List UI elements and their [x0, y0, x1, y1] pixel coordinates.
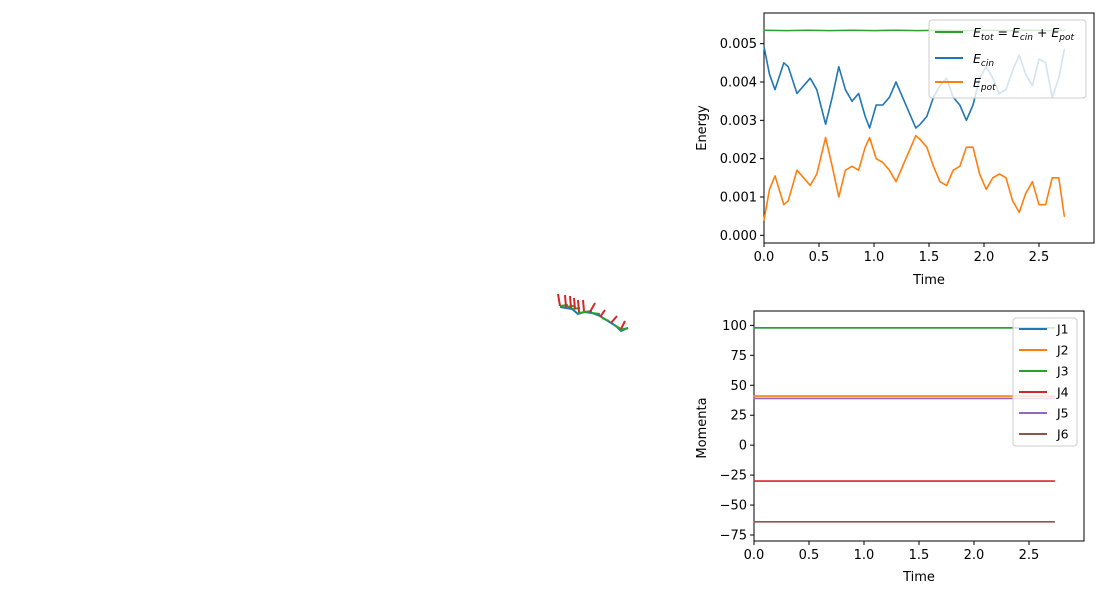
- momenta-x-tick-label: 1.5: [909, 548, 930, 563]
- momenta-y-tick-label: 100: [722, 319, 747, 334]
- energy-y-tick-label: 0.004: [720, 76, 757, 91]
- energy-y-tick-label: 0.000: [720, 229, 757, 244]
- momenta-x-axis-label: Time: [902, 570, 935, 585]
- momenta-legend-label-j4: J4: [1056, 385, 1069, 400]
- energy-y-tick-label: 0.002: [720, 152, 757, 167]
- energy-y-ticks: 0.000 0.001 0.002 0.003 0.004 0.005: [720, 37, 764, 244]
- energy-x-tick-label: 2.0: [974, 250, 995, 265]
- energy-y-axis-label: Energy: [695, 105, 710, 151]
- momenta-y-axis-label: Momenta: [695, 397, 710, 458]
- momenta-y-tick-label: 0: [739, 439, 747, 454]
- energy-legend-label-cin: Ecin: [973, 51, 994, 69]
- momenta-legend-label-j1: J1: [1056, 322, 1069, 337]
- momenta-y-tick-label: −75: [720, 529, 747, 544]
- robot-frame-axes-x: [557, 293, 626, 330]
- momenta-y-tick-label: −50: [720, 499, 747, 514]
- momenta-x-tick-label: 2.5: [1019, 548, 1040, 563]
- momenta-y-tick-label: 25: [730, 409, 747, 424]
- energy-x-tick-label: 2.5: [1029, 250, 1050, 265]
- energy-chart: 0.0 0.5 1.0 1.5 2.0 2.5 0.0000.0010.0020.0030…: [695, 12, 1095, 288]
- momenta-legend-items: J1 J2 J3 J4 J5 J6: [1019, 322, 1069, 442]
- energy-x-tick-label: 0.5: [809, 250, 830, 265]
- momenta-x-tick-label: 0.0: [744, 548, 765, 563]
- momenta-chart: 0.0 0.5 1.0 1.5 2.0 2.5 −75 −50 −25 0 25 50 75 100 T…: [695, 310, 1085, 585]
- momenta-y-tick-label: 50: [730, 379, 747, 394]
- energy-y-tick-label: 0.003: [720, 114, 757, 129]
- energy-x-tick-label: 1.5: [919, 250, 940, 265]
- energy-legend: Etot = Ecin + Epot Ecin Epot: [928, 19, 1087, 99]
- energy-series-line-2: [763, 134, 1066, 221]
- momenta-x-tick-label: 0.5: [799, 548, 820, 563]
- momenta-y-tick-label: −25: [720, 469, 747, 484]
- momenta-legend-label-j6: J6: [1056, 427, 1069, 442]
- momenta-x-ticks: 0.0 0.5 1.0 1.5 2.0 2.5: [744, 541, 1040, 563]
- energy-y-tick-label: 0.001: [720, 191, 757, 206]
- momenta-legend-label-j3: J3: [1056, 364, 1069, 379]
- energy-x-axis-label: Time: [912, 273, 945, 288]
- energy-legend-label-pot: Epot: [973, 75, 996, 93]
- energy-legend-box: [928, 19, 1087, 99]
- energy-legend-label-total: Etot = Ecin + Epot: [973, 25, 1075, 43]
- energy-x-tick-label: 1.0: [864, 250, 885, 265]
- energy-x-tick-label: 0.0: [754, 250, 775, 265]
- robot-arm-view: [557, 293, 629, 333]
- momenta-y-ticks: −75 −50 −25 0 25 50 75 100: [720, 319, 754, 544]
- momenta-x-tick-label: 2.0: [964, 548, 985, 563]
- robot-frame-axes-y: [559, 304, 629, 331]
- momenta-y-tick-label: 75: [730, 349, 747, 364]
- momenta-legend: J1 J2 J3 J4 J5 J6: [1012, 317, 1078, 447]
- momenta-series-group: [753, 326, 1056, 523]
- energy-y-tick-label: 0.005: [720, 37, 757, 52]
- momenta-legend-label-j5: J5: [1056, 406, 1069, 421]
- momenta-legend-label-j2: J2: [1056, 343, 1069, 358]
- momenta-x-tick-label: 1.0: [854, 548, 875, 563]
- energy-x-ticks: 0.0 0.5 1.0 1.5 2.0 2.5: [754, 243, 1050, 265]
